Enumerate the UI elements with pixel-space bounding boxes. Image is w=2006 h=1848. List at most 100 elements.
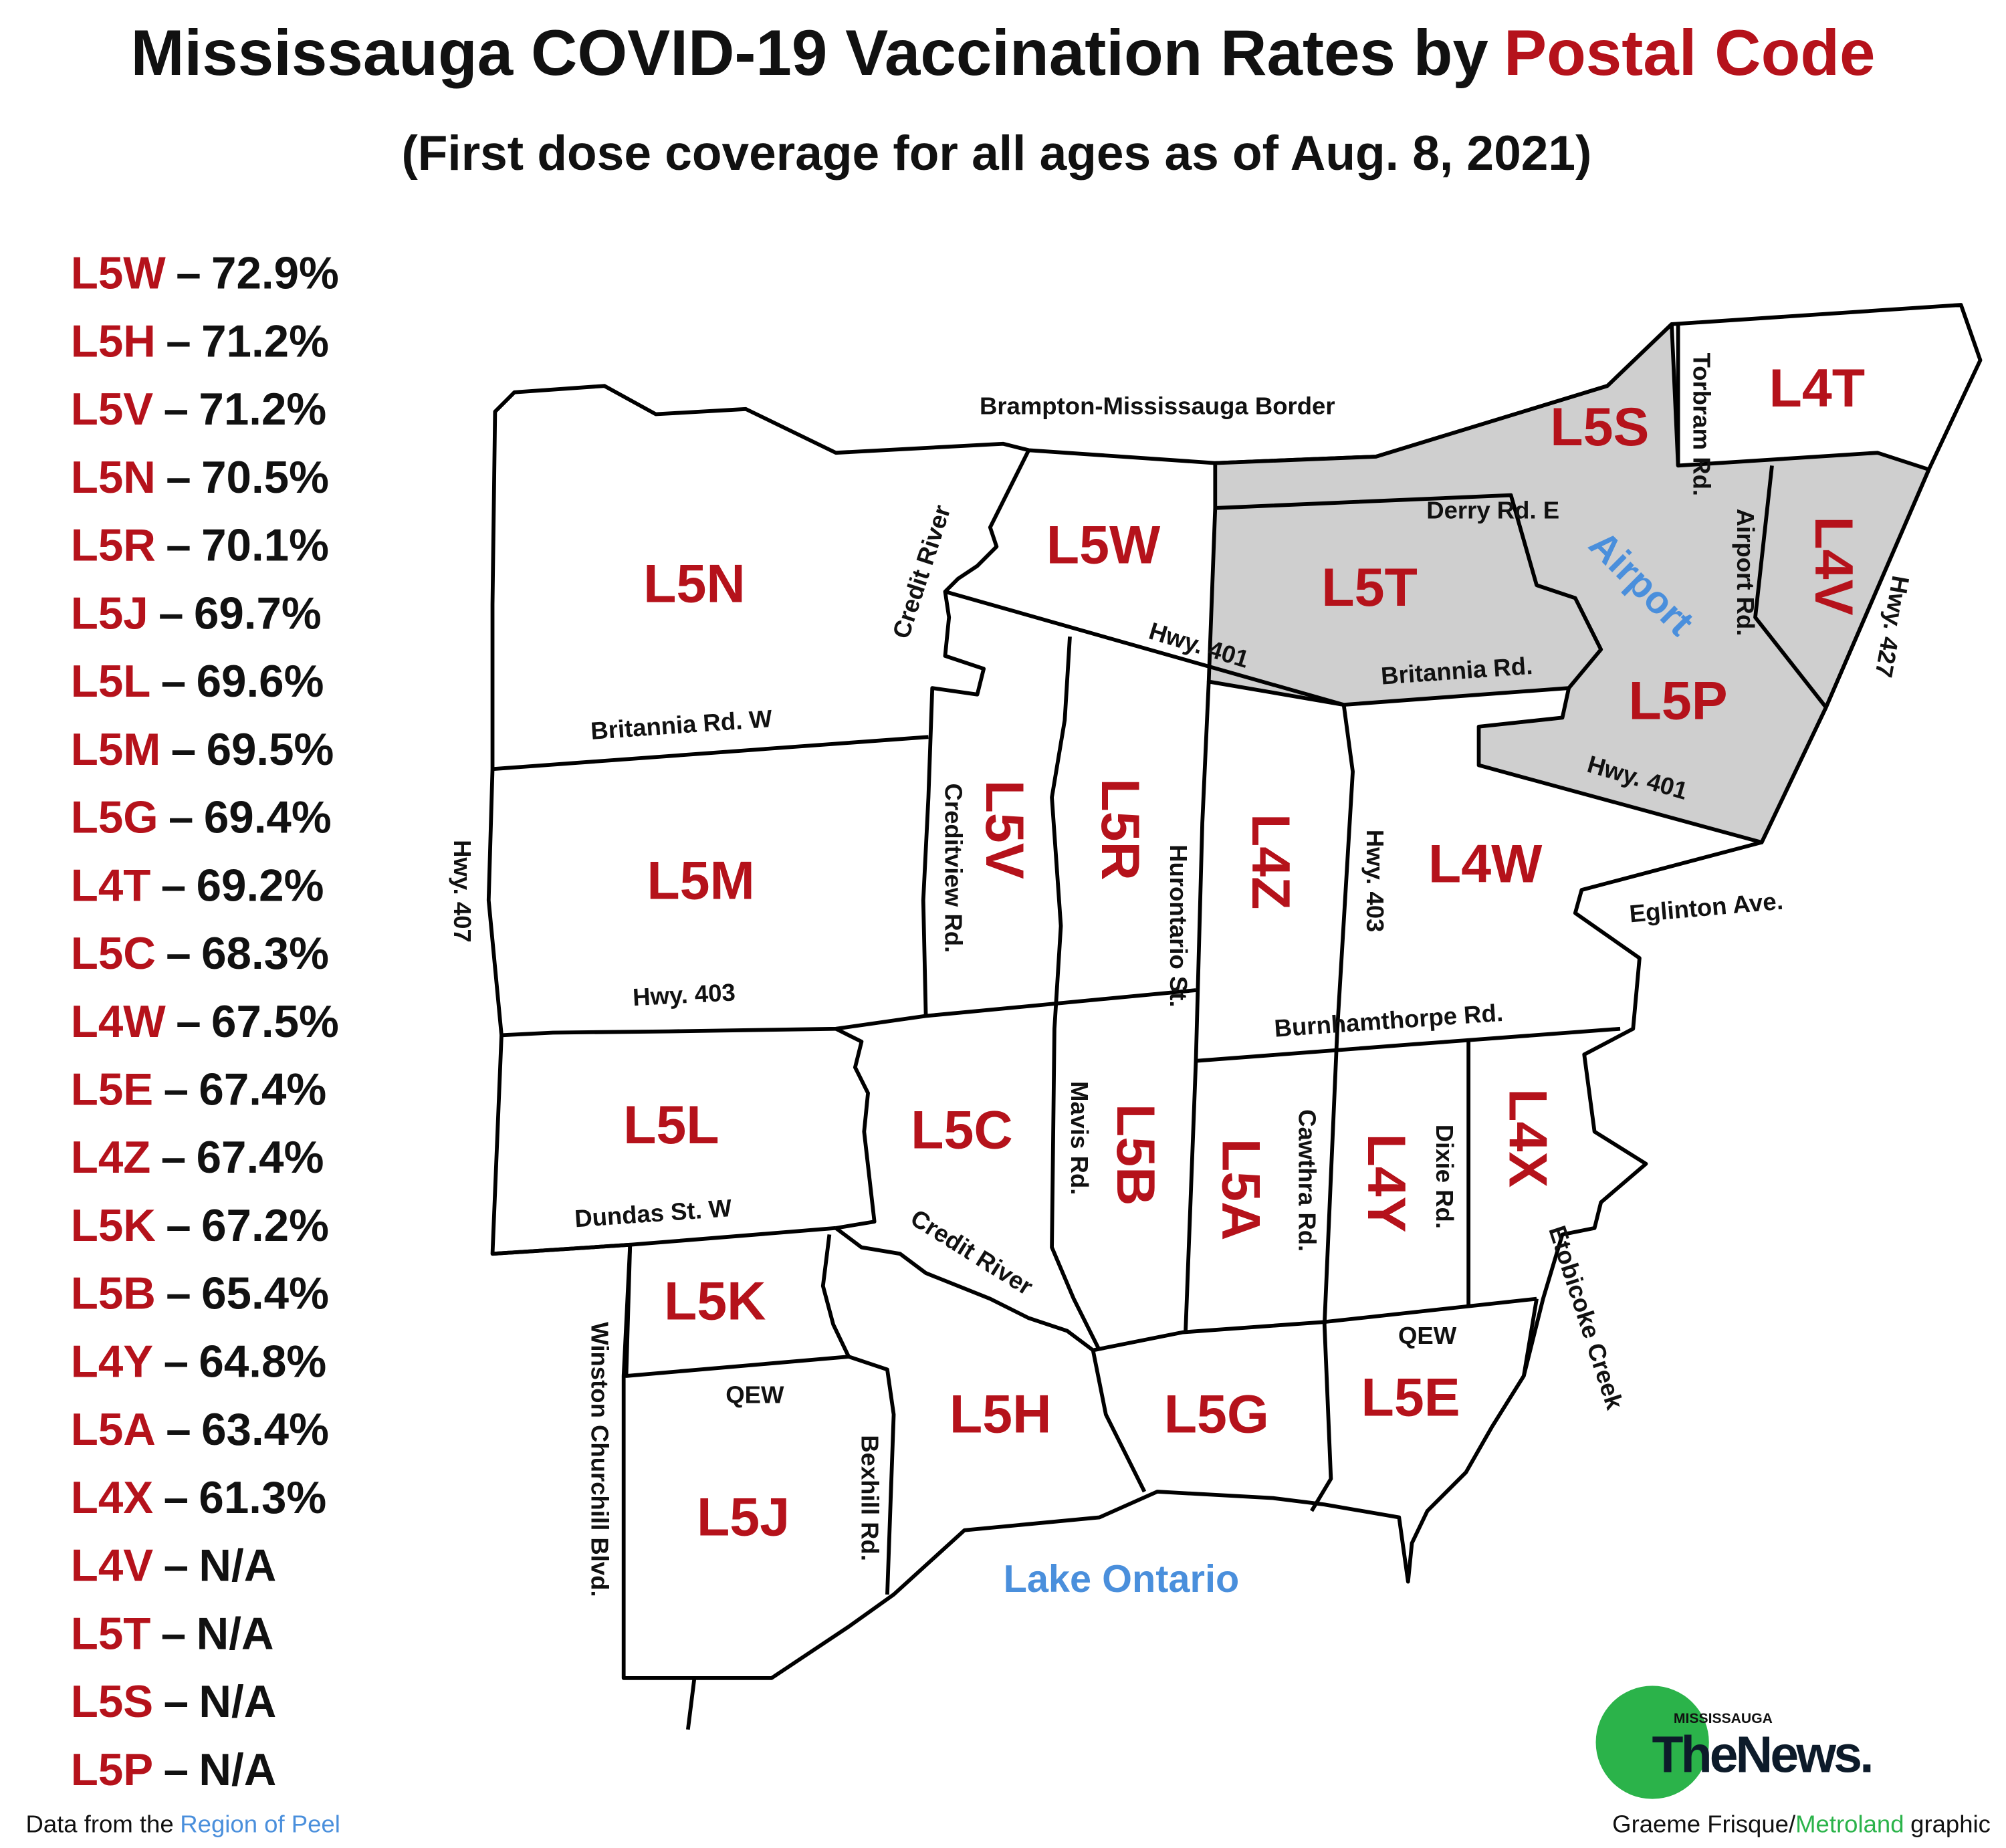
legend-code: L4Z xyxy=(71,1133,151,1183)
legend-row: L5A –63.4% xyxy=(71,1405,329,1455)
legend-rate: N/A xyxy=(197,1609,274,1659)
legend-rate: 71.2% xyxy=(199,384,326,435)
legend-row: L5G –69.4% xyxy=(71,792,332,842)
legend-code: L5J xyxy=(71,588,148,639)
legend-code: L4V xyxy=(71,1540,154,1591)
legend-row: L4Y –64.8% xyxy=(71,1337,326,1387)
legend-separator: – xyxy=(166,1268,191,1318)
legend-rate: 67.2% xyxy=(201,1201,329,1251)
road-label: Hurontario St. xyxy=(1165,844,1192,1007)
legend-code: L4X xyxy=(71,1473,154,1523)
legend-row: L5B –65.4% xyxy=(71,1268,329,1318)
legend-rate: 71.2% xyxy=(201,316,329,366)
legend-rate: N/A xyxy=(199,1677,276,1727)
road-label: Bexhill Rd. xyxy=(856,1435,883,1561)
legend-separator: – xyxy=(166,520,191,570)
legend-rate: 68.3% xyxy=(201,929,329,979)
legend-row: L5S – N/A xyxy=(71,1677,277,1727)
title-highlight: Postal Code xyxy=(1504,17,1876,89)
legend-row: L5L –69.6% xyxy=(71,657,324,707)
source: Data from the Region of Peel xyxy=(25,1811,340,1838)
region-label: L5T xyxy=(1321,558,1418,618)
legend-code: L5S xyxy=(71,1677,153,1727)
credit-suffix: graphic xyxy=(1910,1811,1991,1838)
credit: Graeme Frisque/Metroland graphic xyxy=(1612,1811,1991,1838)
road-line xyxy=(1093,1296,1537,1353)
road-label: QEW xyxy=(1398,1322,1457,1349)
logo-name: TheNews. xyxy=(1652,1726,1871,1783)
legend-row: L5M –69.5% xyxy=(71,725,334,775)
map xyxy=(486,303,1983,1730)
region-label: L5M xyxy=(647,851,755,911)
region-label: L5V xyxy=(974,780,1034,879)
legend-row: L5C –68.3% xyxy=(71,929,329,979)
road-label: Eglinton Ave. xyxy=(1628,887,1784,928)
region-label: L5C xyxy=(911,1101,1013,1161)
road-label: Hwy. 403 xyxy=(1361,830,1389,933)
region-label: L5J xyxy=(697,1488,790,1548)
legend-rate: 67.4% xyxy=(197,1133,324,1183)
road-label: Cawthra Rd. xyxy=(1293,1109,1321,1252)
legend-row: L5E –67.4% xyxy=(71,1064,326,1115)
legend-separator: – xyxy=(164,1064,189,1115)
legend-row: L5P – N/A xyxy=(71,1745,277,1795)
legend-separator: – xyxy=(161,1609,186,1659)
road-label: Mavis Rd. xyxy=(1066,1081,1093,1195)
legend-separator: – xyxy=(166,316,191,366)
region-label: L5R xyxy=(1090,778,1150,881)
road-line xyxy=(1050,637,1101,1351)
legend-rate: 69.2% xyxy=(197,860,324,911)
legend-rate: 69.6% xyxy=(197,657,324,707)
region-label: L5W xyxy=(1046,515,1161,576)
road-line xyxy=(944,590,1345,707)
legend-code: L5C xyxy=(71,929,156,979)
legend-separator: – xyxy=(164,1677,189,1727)
logo-circle xyxy=(1595,1686,1709,1799)
source-name: Region of Peel xyxy=(180,1811,340,1838)
legend-separator: – xyxy=(158,588,183,639)
region-label: L5H xyxy=(950,1385,1052,1445)
region-label: L4T xyxy=(1769,358,1866,419)
region-label: L4W xyxy=(1428,834,1543,895)
legend-separator: – xyxy=(164,1337,189,1387)
region-label: L5P xyxy=(1629,671,1728,731)
legend-separator: – xyxy=(164,384,189,435)
title: Mississauga COVID-19 Vaccination Rates b… xyxy=(130,17,1875,89)
legend-code: L4W xyxy=(71,997,166,1047)
legend-row: L5H –71.2% xyxy=(71,316,329,366)
region-label: L4V xyxy=(1803,516,1864,615)
legend-row: L5N –70.5% xyxy=(71,453,329,503)
legend-row: L4T –69.2% xyxy=(71,860,324,911)
road-label: Creditview Rd. xyxy=(939,784,967,953)
legend-code: L5G xyxy=(71,792,158,842)
road-line xyxy=(685,1678,697,1730)
legend-row: L4Z –67.4% xyxy=(71,1133,324,1183)
legend-code: L5W xyxy=(71,249,166,299)
region-label: L4X xyxy=(1498,1088,1558,1187)
legend-separator: – xyxy=(161,860,186,911)
road-line xyxy=(1753,465,1828,709)
legend-row: L5W –72.9% xyxy=(71,249,339,299)
road-line xyxy=(1522,1298,1539,1377)
legend-rate: 67.4% xyxy=(199,1064,326,1115)
road-label: Airport Rd. xyxy=(1732,509,1759,637)
road-line xyxy=(1184,681,1211,1331)
legend: L5W –72.9%L5H –71.2%L5V –71.2%L5N –70.5%L5R –… xyxy=(71,249,339,1795)
region-label: L4Y xyxy=(1356,1133,1416,1232)
road-line xyxy=(1310,704,1355,1512)
legend-separator: – xyxy=(164,1540,189,1591)
legend-rate: 67.5% xyxy=(211,997,339,1047)
legend-code: L5L xyxy=(71,657,151,707)
legend-code: L5R xyxy=(71,520,156,570)
region-label: L5K xyxy=(664,1272,766,1332)
legend-separator: – xyxy=(166,1201,191,1251)
road-line xyxy=(834,1226,1147,1493)
legend-separator: – xyxy=(166,453,191,503)
legend-code: L4T xyxy=(71,860,151,911)
region-label: L5B xyxy=(1105,1104,1165,1206)
road-line xyxy=(834,1027,877,1230)
region-label: L5L xyxy=(623,1095,719,1155)
road-line xyxy=(820,1234,896,1595)
legend-separator: – xyxy=(171,725,196,775)
legend-rate: 69.7% xyxy=(194,588,322,639)
